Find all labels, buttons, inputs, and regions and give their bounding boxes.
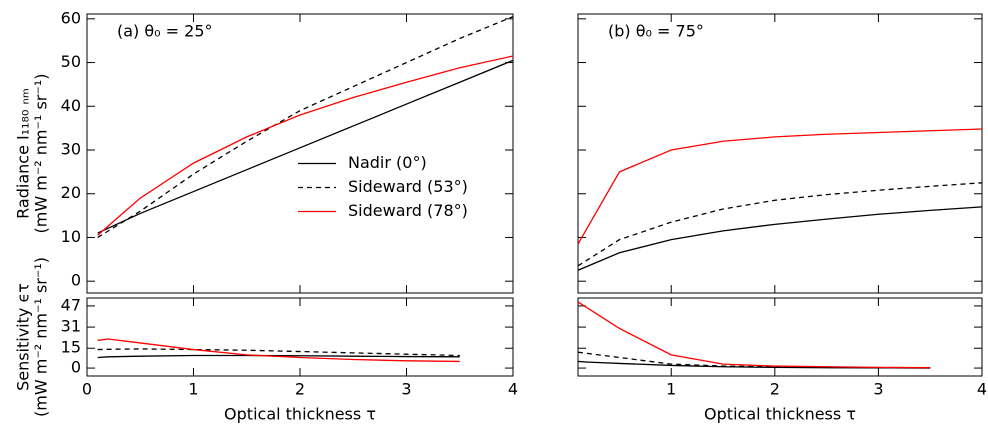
y-tick-label: 31 — [61, 317, 81, 336]
x-tick-label: 1 — [188, 380, 198, 399]
x-tick-label: 3 — [873, 380, 883, 399]
y-axis-label: (mW m⁻² nm⁻¹ sr⁻¹) — [32, 74, 51, 234]
y-tick-label: 30 — [61, 140, 81, 159]
y-axis-label: Radiance I₁₁₈₀ ₙₘ — [14, 88, 33, 219]
x-axis-label: Optical thickness τ — [704, 405, 856, 424]
x-tick-label: 2 — [770, 380, 780, 399]
x-tick-label: 1 — [666, 380, 676, 399]
series-line — [578, 206, 982, 271]
plot-frame — [86, 13, 514, 294]
plot-frame — [577, 297, 983, 377]
y-axis-label: Sensitivity ϵτ — [14, 283, 33, 391]
panel-title: (b) θ₀ = 75° — [608, 22, 704, 41]
y-tick-label: 40 — [61, 96, 81, 115]
series-line — [97, 338, 460, 363]
y-tick-label: 60 — [61, 8, 81, 27]
series-line — [578, 128, 982, 245]
plot-lines — [97, 16, 513, 239]
x-tick-label: 4 — [977, 380, 987, 399]
series-line — [97, 59, 513, 234]
y-tick-label: 15 — [61, 338, 81, 357]
x-axis-label: Optical thickness τ — [224, 405, 376, 424]
series-line — [578, 301, 931, 369]
series-line — [578, 182, 982, 267]
legend-label: Nadir (0°) — [348, 153, 427, 172]
y-tick-label: 0 — [71, 271, 81, 290]
plot-frame — [577, 13, 983, 294]
legend-label: Sideward (78°) — [348, 201, 468, 220]
plot-lines — [97, 338, 460, 363]
y-tick-label: 50 — [61, 52, 81, 71]
series-line — [97, 354, 460, 359]
x-tick-label: 3 — [401, 380, 411, 399]
x-tick-label: 4 — [508, 380, 518, 399]
plot-frame — [86, 297, 514, 377]
series-line — [97, 16, 513, 239]
y-tick-label: 10 — [61, 227, 81, 246]
series-line — [97, 348, 460, 357]
x-tick-label: 0 — [82, 380, 92, 399]
plot-lines — [578, 128, 982, 271]
y-tick-label: 0 — [71, 358, 81, 377]
series-line — [97, 55, 513, 236]
plot-lines — [578, 301, 931, 369]
y-tick-label: 47 — [61, 295, 81, 314]
y-tick-label: 20 — [61, 183, 81, 202]
panel-title: (a) θ₀ = 25° — [117, 22, 213, 41]
legend-label: Sideward (53°) — [348, 177, 468, 196]
x-tick-label: 2 — [295, 380, 305, 399]
y-axis-label: (mW m⁻² nm⁻¹ sr⁻¹) — [32, 257, 51, 417]
